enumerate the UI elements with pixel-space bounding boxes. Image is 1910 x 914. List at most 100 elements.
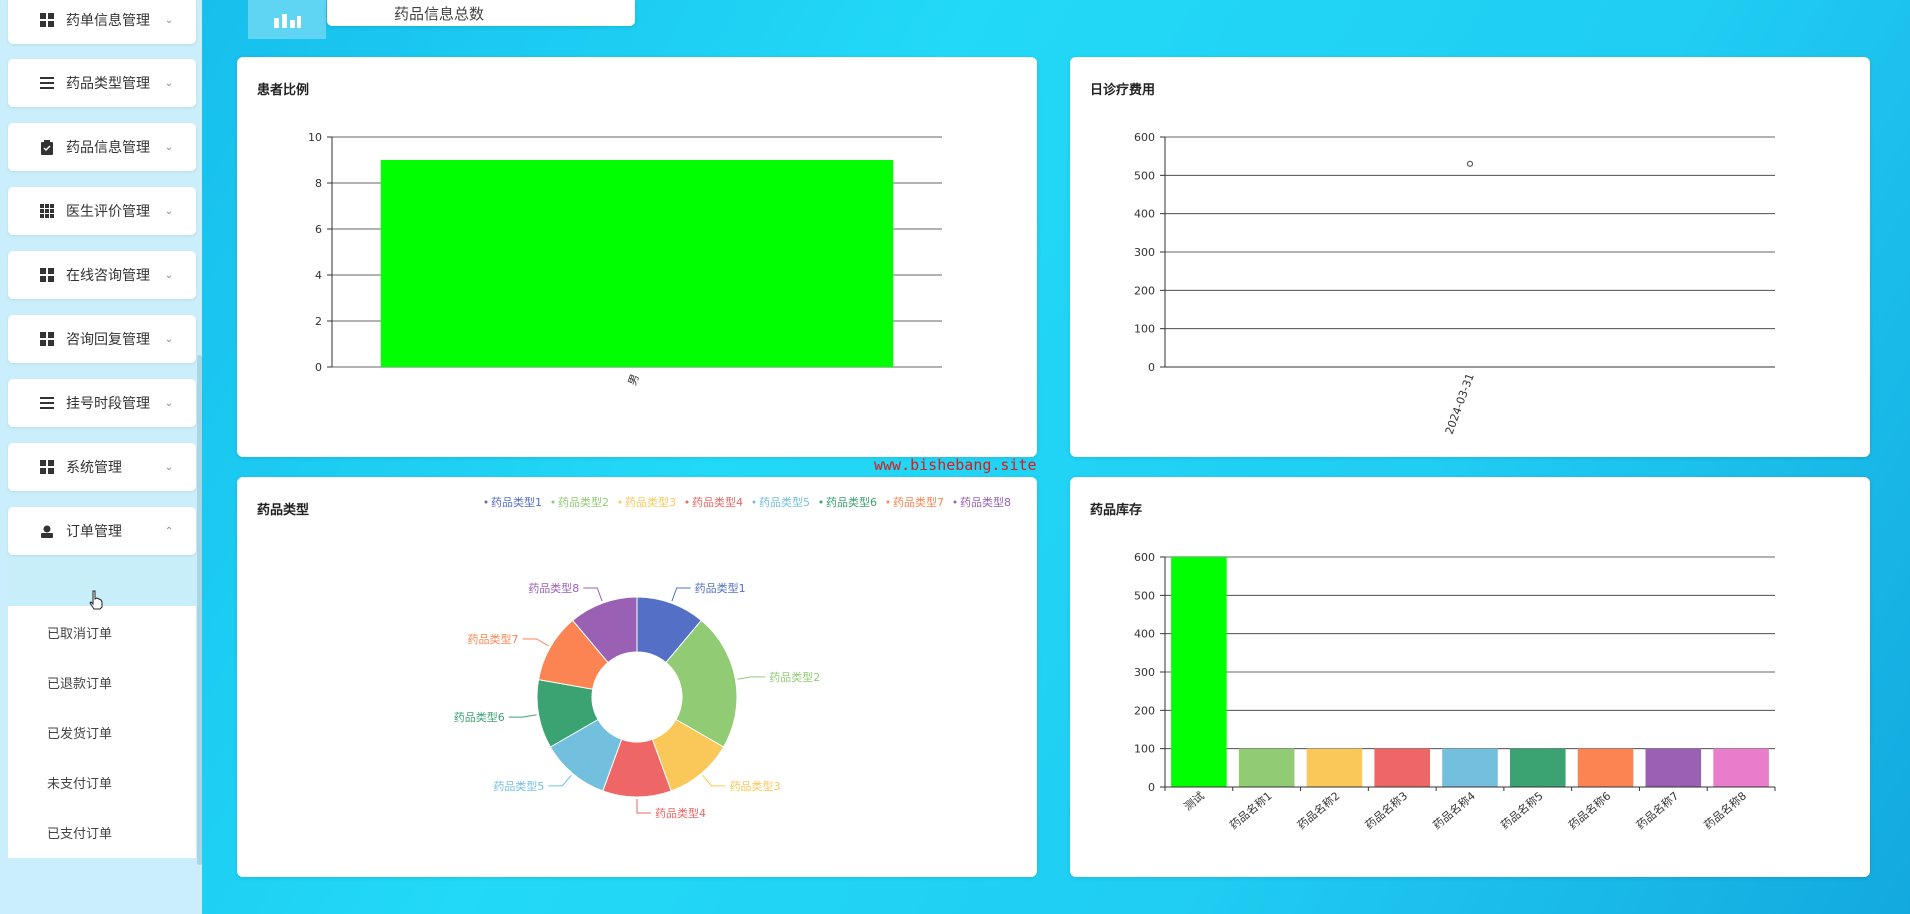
subitem-paid-orders[interactable]: 已支付订单 bbox=[8, 808, 196, 856]
subitem-label: 已支付订单 bbox=[47, 826, 113, 842]
x-tick-label: 药品名称5 bbox=[1498, 789, 1546, 833]
bar bbox=[1442, 748, 1498, 787]
legend-marker bbox=[618, 500, 622, 504]
slice-label: 药品类型8 bbox=[528, 581, 579, 595]
legend-marker bbox=[752, 500, 756, 504]
sidebar: 药单信息管理 ⌄ 药品类型管理 ⌄ 药品信息管理 ⌄ 医生评价管理 ⌄ 在线咨询… bbox=[0, 0, 202, 914]
legend-marker bbox=[819, 500, 823, 504]
bar bbox=[1171, 557, 1227, 787]
x-tick-label: 药品名称1 bbox=[1227, 789, 1275, 833]
patient-ratio-chart: 0 2 4 6 8 10 男 bbox=[308, 131, 942, 387]
y-tick-label: 400 bbox=[1134, 628, 1155, 641]
menu-item-label: 挂号时段管理 bbox=[66, 396, 150, 412]
hand-cursor-icon bbox=[89, 590, 103, 610]
chevron-down-icon: ⌄ bbox=[164, 333, 174, 345]
y-tick-label: 0 bbox=[1148, 361, 1155, 374]
y-tick-label: 4 bbox=[315, 269, 322, 282]
subitem-unpaid-orders[interactable]: 未支付订单 bbox=[8, 758, 196, 806]
list-icon bbox=[38, 394, 56, 412]
slice-label: 药品类型2 bbox=[769, 670, 820, 684]
x-tick-label: 药品名称7 bbox=[1633, 789, 1681, 833]
x-tick-label: 药品名称6 bbox=[1565, 789, 1613, 833]
menu-item-drug-order[interactable]: 药单信息管理 ⌄ bbox=[8, 0, 196, 44]
menu-item-orders[interactable]: 订单管理 ⌃ bbox=[8, 507, 196, 555]
legend-label: 药品类型1 bbox=[491, 495, 542, 509]
clipboard-icon bbox=[38, 138, 56, 156]
label-leader-line bbox=[522, 638, 549, 647]
label-leader-line bbox=[508, 714, 537, 718]
drug-type-chart: 药品类型1 药品类型2 药品类型3 药品类型4 药品类型5 药品类型6 药品类型7 药品类型8… bbox=[454, 495, 1011, 820]
label-leader-line bbox=[636, 799, 651, 814]
menu-item-label: 订单管理 bbox=[66, 524, 122, 540]
legend-marker bbox=[886, 500, 890, 504]
legend-marker bbox=[484, 500, 488, 504]
y-tick-label: 600 bbox=[1134, 551, 1155, 564]
menu-item-drug-info[interactable]: 药品信息管理 ⌄ bbox=[8, 123, 196, 171]
panel-title: 药品库存 bbox=[1090, 503, 1143, 518]
x-tick-label: 2024-03-31 bbox=[1443, 372, 1477, 437]
legend-marker bbox=[953, 500, 957, 504]
menu-item-system[interactable]: 系统管理 ⌄ bbox=[8, 443, 196, 491]
pie-slice bbox=[665, 619, 738, 748]
legend-label: 药品类型8 bbox=[960, 495, 1011, 509]
menu-item-label: 药单信息管理 bbox=[66, 13, 150, 29]
x-tick-label: 药品名称8 bbox=[1701, 789, 1749, 833]
bar bbox=[380, 160, 894, 367]
menu-item-label: 在线咨询管理 bbox=[66, 268, 150, 284]
menu-item-label: 药品信息管理 bbox=[66, 140, 150, 156]
menu-item-consult-reply[interactable]: 咨询回复管理 ⌄ bbox=[8, 315, 196, 363]
panel-title: 患者比例 bbox=[257, 83, 310, 98]
subitem-shipped-orders[interactable]: 已发货订单 bbox=[8, 708, 196, 756]
y-tick-label: 200 bbox=[1134, 284, 1155, 297]
panel-title: 日诊疗费用 bbox=[1090, 83, 1156, 98]
y-tick-label: 0 bbox=[1148, 781, 1155, 794]
menu-item-online-consult[interactable]: 在线咨询管理 ⌄ bbox=[8, 251, 196, 299]
menu-item-doctor-review[interactable]: 医生评价管理 ⌄ bbox=[8, 187, 196, 235]
list-icon bbox=[38, 74, 56, 92]
legend-label: 药品类型4 bbox=[692, 495, 743, 509]
y-tick-label: 600 bbox=[1134, 131, 1155, 144]
sidebar-scrollbar[interactable] bbox=[197, 355, 202, 865]
orders-submenu: 已取消订单 已退款订单 已发货订单 未支付订单 已支付订单 bbox=[8, 558, 196, 858]
label-leader-line bbox=[671, 587, 691, 602]
subitem-cancelled-orders[interactable]: 已取消订单 bbox=[8, 608, 196, 656]
drug-total-label: 药品信息总数 bbox=[394, 4, 485, 23]
menu-item-label: 咨询回复管理 bbox=[66, 332, 150, 348]
legend-marker bbox=[685, 500, 689, 504]
y-tick-label: 0 bbox=[315, 361, 322, 374]
grid-icon bbox=[38, 11, 56, 29]
bar bbox=[1238, 748, 1295, 787]
y-tick-label: 300 bbox=[1134, 666, 1155, 679]
user-icon bbox=[38, 522, 56, 540]
bar bbox=[1645, 748, 1702, 787]
y-tick-label: 100 bbox=[1134, 743, 1155, 756]
menu-item-drug-type[interactable]: 药品类型管理 ⌄ bbox=[8, 59, 196, 107]
label-leader-line bbox=[583, 587, 603, 602]
legend-label: 药品类型6 bbox=[826, 495, 877, 509]
daily-fee-chart: 0 100 200 300 400 500 600 2024-03-31 bbox=[1134, 131, 1775, 437]
subitem-refunded-orders[interactable]: 已退款订单 bbox=[8, 658, 196, 706]
x-tick-label: 男 bbox=[626, 372, 642, 387]
y-tick-label: 300 bbox=[1134, 246, 1155, 259]
y-tick-label: 8 bbox=[315, 177, 322, 190]
chevron-down-icon: ⌄ bbox=[164, 269, 174, 281]
chevron-down-icon: ⌄ bbox=[164, 397, 174, 409]
panel-drug-stock: 药品库存 0 100 200 300 400 500 600 测试 药品名称1 药品名称2 药品名称… bbox=[1070, 477, 1870, 877]
x-tick-label: 药品名称3 bbox=[1362, 789, 1410, 833]
menu-item-label: 药品类型管理 bbox=[66, 76, 150, 92]
y-tick-label: 500 bbox=[1134, 169, 1155, 182]
menu-item-label: 系统管理 bbox=[66, 460, 122, 476]
watermark: www.bishebang.site bbox=[874, 456, 1037, 474]
slice-label: 药品类型6 bbox=[454, 710, 505, 724]
y-tick-label: 2 bbox=[315, 315, 322, 328]
x-tick-label: 测试 bbox=[1182, 789, 1207, 813]
bar bbox=[1577, 748, 1634, 787]
subitem-active[interactable] bbox=[8, 558, 196, 610]
menu-item-register-slot[interactable]: 挂号时段管理 ⌄ bbox=[8, 379, 196, 427]
y-tick-label: 10 bbox=[308, 131, 322, 144]
slice-label: 药品类型5 bbox=[493, 779, 544, 793]
grid-icon bbox=[38, 330, 56, 348]
slice-label: 药品类型4 bbox=[655, 806, 706, 820]
legend-label: 药品类型3 bbox=[625, 495, 676, 509]
chevron-down-icon: ⌄ bbox=[164, 77, 174, 89]
